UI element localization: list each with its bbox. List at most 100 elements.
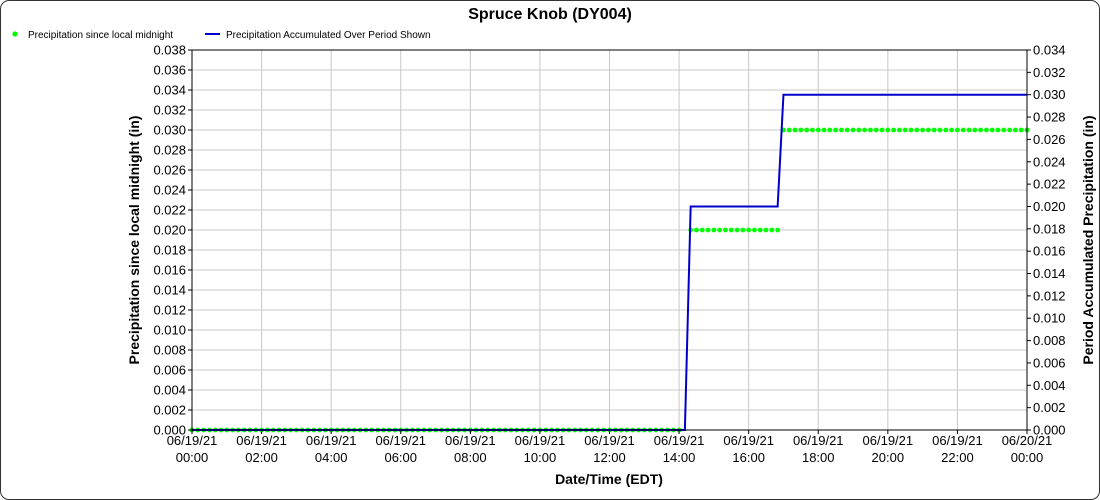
data-point-precip-midnight (757, 227, 763, 233)
x-tick-label-time: 00:00 (176, 450, 209, 465)
x-tick-label-time: 04:00 (315, 450, 348, 465)
y-left-tick-label: 0.030 (153, 123, 186, 138)
y-left-tick-label: 0.034 (153, 83, 186, 98)
y-right-tick-label: 0.012 (1033, 288, 1066, 303)
data-point-precip-midnight (891, 127, 897, 133)
x-tick-label-date: 06/19/21 (932, 433, 983, 448)
x-tick-label-time: 00:00 (1011, 450, 1044, 465)
x-tick-labels: 06/19/21 00:00 06/19/21 02:00 06/19/21 04:00 0… (167, 430, 1053, 465)
y-right-tick-label: 0.024 (1033, 154, 1066, 169)
data-point-precip-midnight (914, 127, 920, 133)
x-tick-label-date: 06/20/21 (1002, 433, 1053, 448)
y-right-tick-label: 0.022 (1033, 177, 1066, 192)
data-point-precip-midnight (694, 227, 699, 233)
x-tick-label-time: 20:00 (872, 450, 905, 465)
data-point-precip-midnight (984, 127, 989, 133)
data-point-precip-midnight (1007, 127, 1012, 133)
y-left-tick-label: 0.012 (153, 303, 186, 318)
x-tick-label-date: 06/19/21 (167, 433, 218, 448)
y-left-tick-label: 0.038 (153, 43, 186, 58)
y-right-tick-label: 0.004 (1033, 378, 1066, 393)
legend: Precipitation since local midnight Preci… (12, 30, 431, 41)
data-point-precip-midnight (821, 127, 827, 133)
x-tick-label-date: 06/19/21 (515, 433, 566, 448)
data-point-precip-midnight (995, 127, 1001, 133)
x-tick-label-date: 06/19/21 (793, 433, 844, 448)
data-point-precip-midnight (763, 227, 769, 233)
x-tick-label-date: 06/19/21 (654, 433, 705, 448)
data-point-precip-midnight (1013, 127, 1018, 133)
legend-marker-precip-midnight (12, 31, 18, 37)
y-right-tick-label: 0.016 (1033, 244, 1066, 259)
data-point-precip-midnight (827, 127, 833, 133)
data-point-precip-midnight (902, 127, 908, 133)
y-right-tick-label: 0.020 (1033, 199, 1066, 214)
y-right-tick-label: 0.000 (1033, 423, 1066, 438)
x-tick-label-date: 06/19/21 (236, 433, 287, 448)
x-tick-label-date: 06/19/21 (445, 433, 496, 448)
y-right-tick-label: 0.026 (1033, 132, 1066, 147)
y-right-tick-label: 0.032 (1033, 65, 1066, 80)
y-right-tick-label: 0.006 (1033, 355, 1066, 370)
data-point-precip-midnight (752, 227, 757, 233)
data-point-precip-midnight (873, 127, 879, 133)
y-right-tick-label: 0.018 (1033, 221, 1066, 236)
data-point-precip-midnight (798, 127, 804, 133)
x-tick-label-time: 22:00 (941, 450, 974, 465)
x-tick-label-time: 16:00 (732, 450, 765, 465)
data-point-precip-midnight (931, 127, 937, 133)
data-point-precip-midnight (966, 127, 972, 133)
data-point-precip-midnight (844, 127, 850, 133)
data-point-precip-midnight (734, 227, 740, 233)
data-point-precip-midnight (879, 127, 885, 133)
data-point-precip-midnight (955, 127, 960, 133)
data-point-precip-midnight (728, 227, 734, 233)
data-point-precip-midnight (856, 127, 862, 133)
data-point-precip-midnight (1001, 127, 1007, 133)
data-point-precip-midnight (705, 227, 711, 233)
y-left-tick-label: 0.028 (153, 143, 186, 158)
data-point-precip-midnight (978, 127, 984, 133)
data-point-precip-midnight (937, 127, 943, 133)
data-point-precip-midnight (723, 227, 728, 233)
x-tick-label-date: 06/19/21 (584, 433, 635, 448)
y-left-tick-label: 0.008 (153, 343, 186, 358)
y-left-tick-label: 0.018 (153, 243, 186, 258)
y-left-tick-label: 0.010 (153, 323, 186, 338)
data-point-precip-midnight (862, 127, 868, 133)
grid-lines (191, 49, 1028, 431)
y-right-axis-title: Period Accumulated Precipitation (in) (1080, 115, 1096, 364)
y-left-tick-label: 0.024 (153, 183, 186, 198)
y-left-tick-label: 0.002 (153, 403, 186, 418)
x-tick-label-time: 08:00 (454, 450, 487, 465)
chart-title: Spruce Knob (DY004) (468, 6, 632, 23)
y-left-axis-title: Precipitation since local midnight (in) (126, 116, 142, 365)
x-tick-label-date: 06/19/21 (306, 433, 357, 448)
x-tick-label-time: 12:00 (593, 450, 626, 465)
data-point-precip-midnight (885, 127, 891, 133)
data-point-precip-midnight (746, 227, 752, 233)
y-right-tick-label: 0.008 (1033, 333, 1066, 348)
data-point-precip-midnight (897, 127, 902, 133)
data-point-precip-midnight (740, 227, 746, 233)
data-point-precip-midnight (711, 227, 717, 233)
x-tick-label-date: 06/19/21 (375, 433, 426, 448)
data-point-precip-midnight (792, 127, 798, 133)
y-left-tick-label: 0.000 (153, 423, 186, 438)
data-point-precip-midnight (810, 127, 815, 133)
data-point-precip-midnight (699, 227, 705, 233)
y-left-tick-labels: 0.000 0.002 0.004 0.006 0.008 0.010 0.012 0.014… (153, 43, 192, 438)
y-left-tick-label: 0.020 (153, 223, 186, 238)
data-point-precip-midnight (908, 127, 914, 133)
data-point-precip-midnight (775, 227, 781, 233)
data-point-precip-midnight (972, 127, 978, 133)
legend-label-precip-midnight: Precipitation since local midnight (28, 30, 173, 41)
y-left-tick-label: 0.022 (153, 203, 186, 218)
x-tick-label-time: 02:00 (245, 450, 278, 465)
data-point-precip-midnight (926, 127, 931, 133)
data-point-precip-midnight (815, 127, 821, 133)
data-point-precip-midnight (1018, 127, 1024, 133)
x-tick-label-date: 06/19/21 (723, 433, 774, 448)
y-left-tick-label: 0.026 (153, 163, 186, 178)
